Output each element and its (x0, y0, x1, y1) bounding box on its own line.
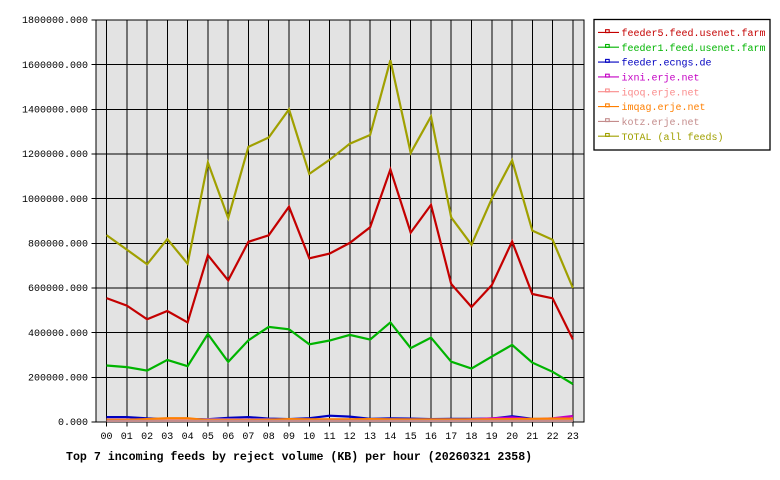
svg-text:08: 08 (263, 432, 275, 443)
svg-text:400000.000: 400000.000 (28, 329, 88, 340)
svg-text:1400000.000: 1400000.000 (22, 106, 88, 117)
svg-text:800000.000: 800000.000 (28, 240, 88, 251)
svg-text:00: 00 (100, 432, 112, 443)
svg-text:600000.000: 600000.000 (28, 284, 88, 295)
svg-text:01: 01 (121, 432, 133, 443)
svg-text:1200000.000: 1200000.000 (22, 150, 88, 161)
svg-text:ixni.erje.net: ixni.erje.net (622, 73, 700, 85)
svg-text:200000.000: 200000.000 (28, 374, 88, 385)
svg-text:09: 09 (283, 432, 295, 443)
svg-text:19: 19 (486, 432, 498, 443)
svg-text:feeder1.feed.usenet.farm: feeder1.feed.usenet.farm (622, 43, 766, 55)
svg-text:0.000: 0.000 (58, 418, 88, 429)
svg-text:17: 17 (445, 432, 457, 443)
svg-text:22: 22 (547, 432, 559, 443)
svg-text:23: 23 (567, 432, 579, 443)
svg-text:05: 05 (202, 432, 214, 443)
svg-text:20: 20 (506, 432, 518, 443)
svg-text:10: 10 (303, 432, 315, 443)
svg-text:1800000.000: 1800000.000 (22, 16, 88, 27)
svg-text:13: 13 (364, 432, 376, 443)
svg-text:11: 11 (324, 432, 336, 443)
svg-text:12: 12 (344, 432, 356, 443)
svg-text:1000000.000: 1000000.000 (22, 195, 88, 206)
svg-text:14: 14 (384, 432, 396, 443)
svg-text:kotz.erje.net: kotz.erje.net (622, 117, 700, 129)
svg-text:04: 04 (182, 432, 194, 443)
svg-text:06: 06 (222, 432, 234, 443)
svg-text:15: 15 (405, 432, 417, 443)
svg-text:feeder5.feed.usenet.farm: feeder5.feed.usenet.farm (622, 28, 766, 40)
svg-text:03: 03 (161, 432, 173, 443)
svg-text:02: 02 (141, 432, 153, 443)
svg-text:feeder.ecngs.de: feeder.ecngs.de (622, 58, 712, 70)
svg-text:1600000.000: 1600000.000 (22, 61, 88, 72)
svg-text:21: 21 (526, 432, 538, 443)
svg-text:18: 18 (465, 432, 477, 443)
svg-text:iqoq.erje.net: iqoq.erje.net (622, 87, 700, 99)
svg-text:imqag.erje.net: imqag.erje.net (622, 102, 706, 114)
svg-text:16: 16 (425, 432, 437, 443)
svg-text:07: 07 (242, 432, 254, 443)
svg-text:Top 7 incoming feeds by reject: Top 7 incoming feeds by reject volume (K… (66, 451, 532, 464)
svg-text:TOTAL (all feeds): TOTAL (all feeds) (622, 132, 724, 144)
